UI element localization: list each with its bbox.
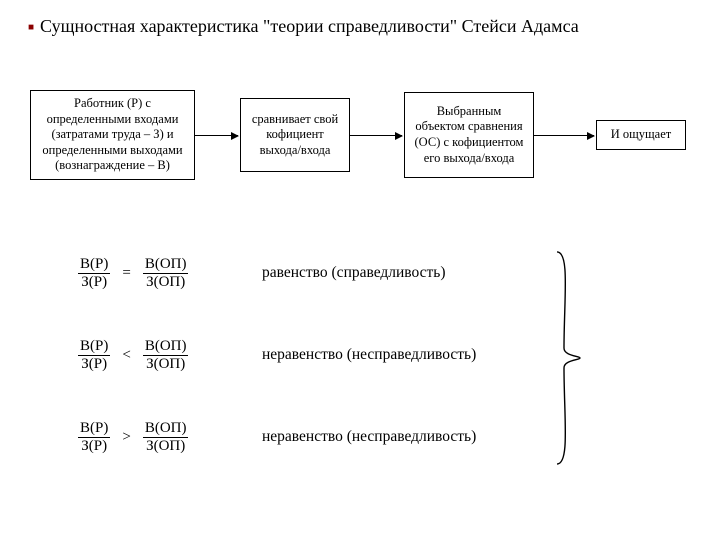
lhs-num: В(Р): [78, 256, 110, 274]
box-worker: Работник (Р) с определенными входами (за…: [30, 90, 195, 180]
rhs-num: В(ОП): [143, 338, 189, 356]
equation-row-gt: В(Р) З(Р) > В(ОП) З(ОП): [78, 420, 188, 454]
lhs-num: В(Р): [78, 420, 110, 438]
box-feels-text: И ощущает: [611, 127, 671, 143]
lhs-den: З(Р): [79, 356, 109, 373]
rhs-num: В(ОП): [143, 420, 189, 438]
rhs-den: З(ОП): [144, 274, 187, 291]
arrow-3: [534, 135, 594, 136]
frac-rhs-1: В(ОП) З(ОП): [143, 256, 189, 290]
outcome-lt: неравенство (несправедливость): [262, 346, 476, 364]
box-worker-text: Работник (Р) с определенными входами (за…: [37, 96, 188, 174]
frac-rhs-2: В(ОП) З(ОП): [143, 338, 189, 372]
box-compares-text: сравнивает свой кофициент выхода/входа: [247, 112, 343, 159]
outcome-eq: равенство (справедливость): [262, 264, 446, 282]
arrow-2: [350, 135, 402, 136]
frac-lhs-2: В(Р) З(Р): [78, 338, 110, 372]
relation-eq: =: [122, 265, 130, 282]
frac-lhs-1: В(Р) З(Р): [78, 256, 110, 290]
rhs-num: В(ОП): [143, 256, 189, 274]
equation-row-eq: В(Р) З(Р) = В(ОП) З(ОП): [78, 256, 188, 290]
box-compares: сравнивает свой кофициент выхода/входа: [240, 98, 350, 172]
brace-icon: [552, 250, 582, 466]
bullet-icon: ■: [28, 22, 34, 33]
box-feels: И ощущает: [596, 120, 686, 150]
lhs-den: З(Р): [79, 438, 109, 455]
rhs-den: З(ОП): [144, 438, 187, 455]
title-text: Сущностная характеристика "теории справе…: [40, 16, 579, 36]
box-object: Выбранным объектом сравнения (ОС) с кофи…: [404, 92, 534, 178]
lhs-num: В(Р): [78, 338, 110, 356]
arrow-1: [195, 135, 238, 136]
relation-gt: >: [122, 429, 130, 446]
rhs-den: З(ОП): [144, 356, 187, 373]
equation-row-lt: В(Р) З(Р) < В(ОП) З(ОП): [78, 338, 188, 372]
page-title: ■ Сущностная характеристика "теории справ…: [28, 16, 579, 37]
frac-lhs-3: В(Р) З(Р): [78, 420, 110, 454]
lhs-den: З(Р): [79, 274, 109, 291]
outcome-gt: неравенство (несправедливость): [262, 428, 476, 446]
frac-rhs-3: В(ОП) З(ОП): [143, 420, 189, 454]
box-object-text: Выбранным объектом сравнения (ОС) с кофи…: [411, 104, 527, 167]
relation-lt: <: [122, 347, 130, 364]
